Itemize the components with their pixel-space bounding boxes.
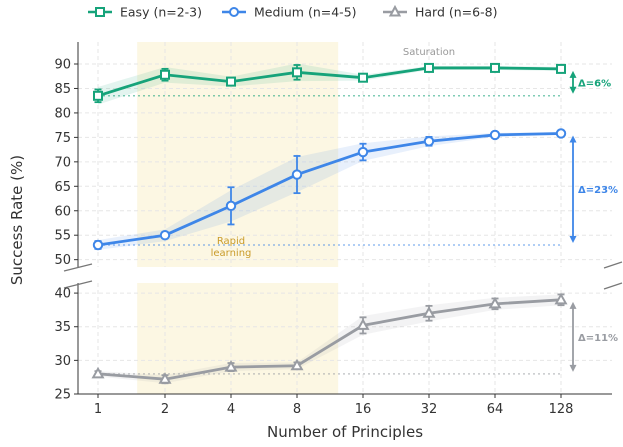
y-tick-label: 75 bbox=[54, 131, 71, 146]
data-point bbox=[93, 90, 103, 101]
legend-marker bbox=[95, 7, 105, 17]
data-point bbox=[158, 372, 172, 384]
delta-arrowhead bbox=[569, 301, 577, 309]
data-point bbox=[290, 358, 304, 371]
y-tick-label: 65 bbox=[54, 180, 71, 195]
x-tick-label: 8 bbox=[293, 402, 301, 417]
legend-marker bbox=[229, 7, 239, 17]
legend-label: Easy (n=2-3) bbox=[120, 5, 202, 20]
data-point bbox=[357, 146, 369, 158]
y-tick-label: 40 bbox=[54, 287, 71, 302]
y-tick-label: 50 bbox=[54, 253, 71, 268]
delta-arrowhead bbox=[569, 364, 577, 372]
data-point bbox=[292, 67, 302, 78]
legend-marker bbox=[388, 4, 402, 17]
data-point bbox=[226, 76, 236, 87]
legend-label: Hard (n=6-8) bbox=[415, 5, 497, 20]
series-line bbox=[97, 132, 562, 247]
y-tick-label: 85 bbox=[54, 82, 71, 97]
delta-arrowhead bbox=[569, 235, 577, 243]
x-axis-label: Number of Principles bbox=[267, 423, 423, 441]
series-line bbox=[97, 298, 562, 381]
data-point bbox=[159, 230, 171, 241]
y-tick-label: 80 bbox=[54, 106, 71, 121]
x-tick-label: 32 bbox=[421, 402, 438, 417]
axis-break-mark bbox=[63, 263, 93, 272]
confidence-band bbox=[98, 294, 561, 384]
data-point bbox=[422, 306, 436, 318]
data-point bbox=[356, 318, 370, 330]
data-point bbox=[160, 69, 170, 80]
confidence-band bbox=[98, 132, 561, 250]
y-tick-label: 30 bbox=[54, 354, 71, 369]
x-tick-label: 2 bbox=[161, 402, 169, 417]
data-point bbox=[291, 169, 303, 180]
y-tick-label: 60 bbox=[54, 204, 71, 219]
annotation-saturation: Saturation bbox=[403, 47, 455, 58]
y-tick-label: 35 bbox=[54, 320, 71, 335]
data-point bbox=[554, 292, 568, 305]
data-point bbox=[224, 360, 238, 372]
axis-break-mark bbox=[603, 261, 623, 269]
y-tick-label: 25 bbox=[54, 388, 71, 403]
data-point bbox=[225, 200, 237, 212]
legend-label: Medium (n=4-5) bbox=[254, 5, 357, 20]
x-tick-label: 1 bbox=[94, 402, 102, 417]
y-tick-label: 90 bbox=[54, 58, 71, 73]
axis-break-mark bbox=[63, 280, 93, 289]
annotation-rapid-learning: learning bbox=[211, 248, 252, 259]
y-tick-label: 55 bbox=[54, 229, 71, 244]
data-point bbox=[423, 136, 435, 147]
x-tick-label: 16 bbox=[355, 402, 372, 417]
delta-arrowhead bbox=[569, 70, 577, 78]
annotation-rapid-learning: Rapid bbox=[217, 236, 245, 247]
data-point bbox=[556, 63, 566, 74]
delta-arrowhead bbox=[569, 86, 577, 94]
data-point bbox=[488, 296, 502, 309]
data-point bbox=[92, 239, 104, 251]
delta-label: Δ=23% bbox=[578, 185, 618, 196]
data-point bbox=[489, 129, 501, 141]
shaded-region-lower bbox=[137, 283, 339, 394]
delta-label: Δ=6% bbox=[578, 78, 611, 89]
data-point bbox=[490, 62, 500, 73]
series-line bbox=[97, 66, 562, 98]
x-tick-label: 64 bbox=[487, 402, 504, 417]
delta-label: Δ=11% bbox=[578, 333, 618, 344]
data-point bbox=[424, 62, 434, 73]
axis-break-mark bbox=[603, 282, 623, 290]
x-tick-label: 128 bbox=[549, 402, 574, 417]
data-point bbox=[91, 366, 105, 379]
y-tick-label: 70 bbox=[54, 155, 71, 170]
y-axis-label: Success Rate (%) bbox=[8, 155, 26, 285]
data-point bbox=[358, 72, 368, 83]
delta-arrowhead bbox=[569, 135, 577, 143]
data-point bbox=[555, 128, 567, 139]
x-tick-label: 4 bbox=[227, 402, 235, 417]
